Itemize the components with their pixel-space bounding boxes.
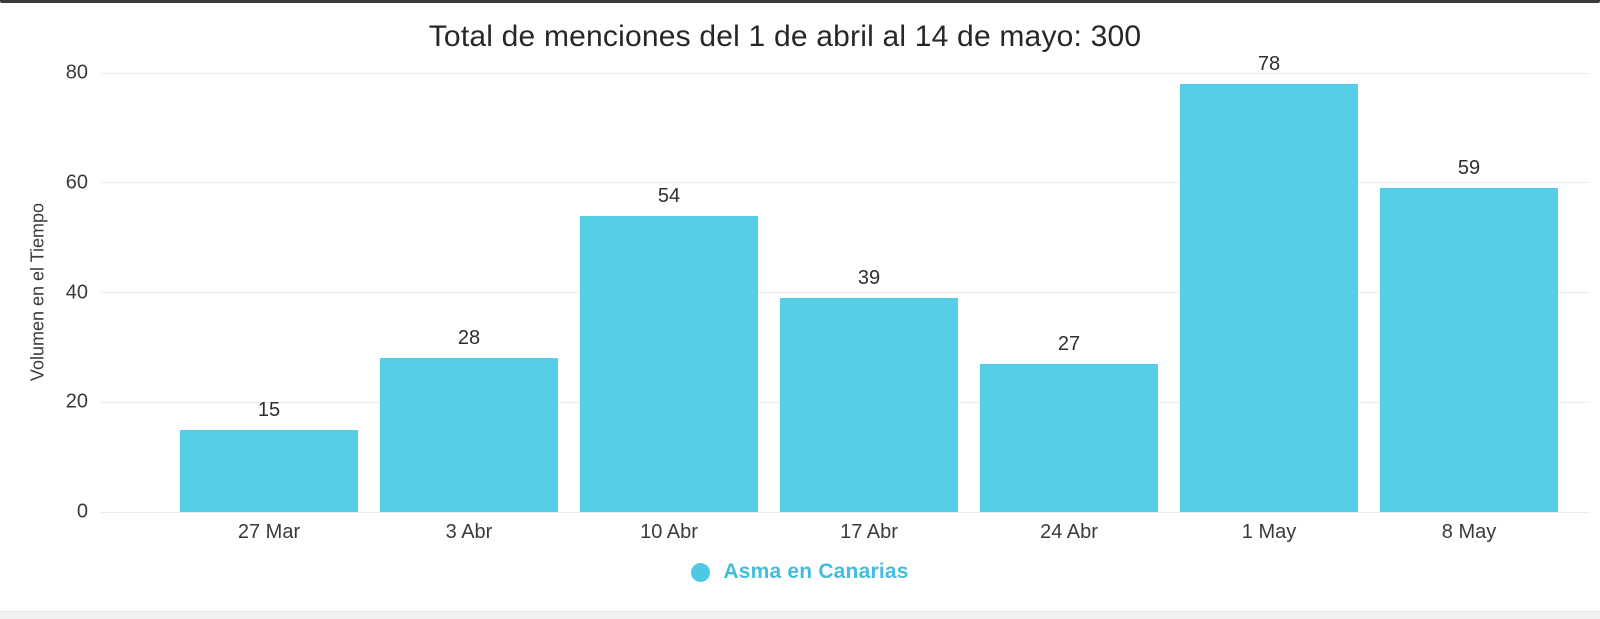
plot-area: 0 20 40 60 80 15 27 Mar 28 3 Abr 54 10 Abr 39 17 Abr… <box>66 53 1590 543</box>
x-axis-tick-label: 27 Mar <box>237 521 301 543</box>
y-axis-tick-label: 40 <box>65 281 88 303</box>
legend-label: Asma en Canarias <box>723 560 909 583</box>
gridline-y-0 <box>100 511 1590 513</box>
legend: Asma en Canarias <box>0 560 1600 584</box>
bar-value-label: 15 <box>257 398 281 421</box>
bar[interactable] <box>1380 188 1558 512</box>
x-axis-tick-label: 1 May <box>1241 521 1297 543</box>
chart-title: Total de menciones del 1 de abril al 14 … <box>428 20 1142 53</box>
bar-value-label: 39 <box>857 267 881 289</box>
bar[interactable] <box>1180 83 1358 512</box>
y-axis-title: Volumen en el Tiempo <box>27 202 48 382</box>
window-top-border <box>0 0 1600 3</box>
bar-slot-17-abr: 39 17 Abr <box>780 73 958 543</box>
bar[interactable] <box>580 215 758 512</box>
bar[interactable] <box>180 429 358 512</box>
x-axis-tick-label: 10 Abr <box>640 521 698 543</box>
bar-slot-10-abr: 54 10 Abr <box>580 73 758 543</box>
y-axis-tick-label: 80 <box>65 61 88 84</box>
x-axis-tick-label: 17 Abr <box>840 521 898 543</box>
bar-value-label: 27 <box>1057 332 1081 355</box>
bar-slot-3-abr: 28 3 Abr <box>380 73 558 543</box>
bar-slot-1-may: 78 1 May <box>1180 53 1358 543</box>
legend-item-asma-en-canarias[interactable]: Asma en Canarias <box>691 560 908 584</box>
bar[interactable] <box>380 358 558 512</box>
x-axis-tick-label: 8 May <box>1441 521 1497 543</box>
bar-value-label: 59 <box>1457 157 1481 180</box>
y-axis-tick-label: 60 <box>65 171 88 194</box>
bar-value-label: 54 <box>657 184 681 207</box>
y-axis-tick-label: 0 <box>76 500 88 523</box>
bar-value-label: 78 <box>1257 52 1281 75</box>
window-bottom-strip <box>0 611 1600 619</box>
x-axis-tick-label: 24 Abr <box>1040 521 1098 543</box>
legend-dot-icon <box>691 562 711 582</box>
x-axis-tick-label: 3 Abr <box>445 521 493 543</box>
bar[interactable] <box>780 298 958 512</box>
bar-slot-24-abr: 27 24 Abr <box>980 73 1158 543</box>
bar-slot-8-may: 59 8 May <box>1380 73 1558 543</box>
bar[interactable] <box>980 363 1158 512</box>
bar-slot-27-mar: 15 27 Mar <box>180 73 358 543</box>
gridline-y-40 <box>100 292 1590 293</box>
gridline-y-60 <box>100 182 1590 184</box>
bar-value-label: 28 <box>457 327 481 350</box>
gridline-y-80 <box>100 72 1590 74</box>
y-axis-tick-label: 20 <box>65 390 88 413</box>
